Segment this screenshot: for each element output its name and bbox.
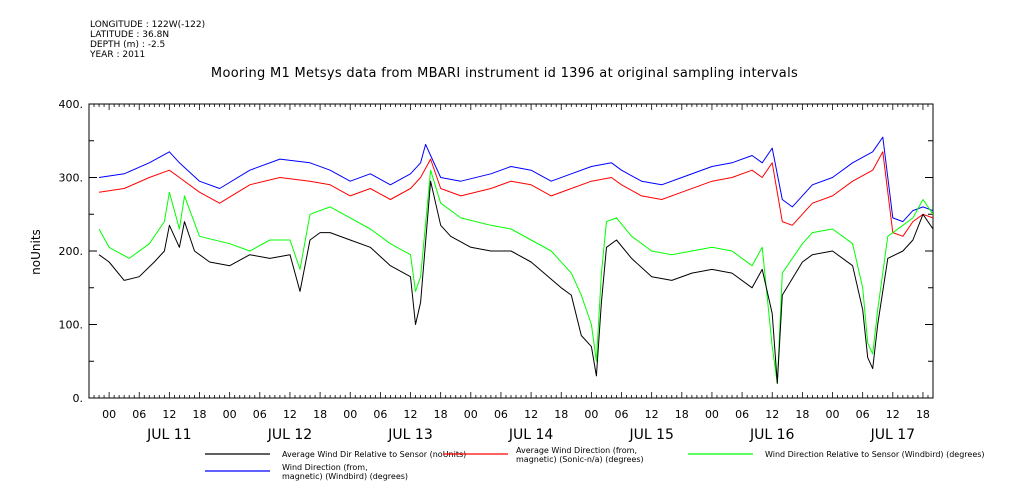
x-tick-label: 12 [765,408,779,421]
x-tick-label: 00 [584,408,598,421]
x-tick-label: 00 [343,408,357,421]
x-day-label: JUL 15 [628,427,673,443]
x-axis-labels: 00 06 12 18 00 06 12 18 00 06 12 18 00 06 12 18 00 06 12 18… [102,408,930,443]
series-layer [98,136,933,384]
x-tick-label: 06 [735,408,749,421]
x-tick-label: 18 [434,408,448,421]
x-tick-label: 06 [615,408,629,421]
x-day-label: JUL 14 [508,427,554,443]
x-tick-label: 06 [856,408,870,421]
chart-title: Mooring M1 Metsys data from MBARI instru… [210,66,799,81]
latitude-text: LATITUDE : 36.8N [90,30,170,40]
x-tick-label: 00 [826,408,840,421]
x-tick-label: 12 [886,408,900,421]
x-tick-label: 06 [253,408,267,421]
x-day-label: JUL 17 [870,427,915,443]
x-tick-label: 12 [283,408,297,421]
x-tick-label: 12 [162,408,176,421]
x-tick-label: 18 [313,408,327,421]
y-axis-labels: 0. 100. 200. 300. 400. [59,98,84,405]
series-line-0 [98,180,933,384]
x-day-label: JUL 12 [267,427,312,443]
legend-label: Wind Direction Relative to Sensor (Windb… [765,450,985,459]
x-tick-label: 00 [464,408,478,421]
y-tick-label: 300. [59,172,84,185]
x-tick-label: 06 [373,408,387,421]
x-tick-label: 06 [494,408,508,421]
x-tick-label: 18 [795,408,809,421]
y-tick-label: 0. [73,392,84,405]
x-tick-label: 18 [916,408,930,421]
x-tick-label: 00 [102,408,116,421]
y-tick-label: 100. [59,319,84,332]
x-tick-label: 06 [132,408,146,421]
x-tick-label: 12 [524,408,538,421]
series-line-1 [98,151,933,237]
legend: Average Wind Dir Relative to Sensor (noU… [205,446,985,481]
legend-label: Wind Direction (from, [282,463,368,472]
longitude-text: LONGITUDE : 122W(-122) [90,20,206,30]
x-day-label: JUL 16 [749,427,795,443]
legend-label: Average Wind Dir Relative to Sensor (noU… [282,450,466,459]
y-tick-label: 400. [59,98,84,111]
year-text: YEAR : 2011 [90,50,146,60]
legend-label: magnetic) (Windbird) (degrees) [282,472,408,481]
depth-text: DEPTH (m) : -2.5 [90,40,166,50]
axes [88,103,934,399]
metadata-block: LONGITUDE : 122W(-122) LATITUDE : 36.8N … [90,20,205,60]
x-day-label: JUL 11 [146,427,191,443]
legend-label: Average Wind Direction (from, [516,446,637,455]
x-tick-label: 18 [675,408,689,421]
x-tick-label: 00 [705,408,719,421]
series-line-3 [98,136,933,223]
series-line-2 [98,169,933,384]
y-tick-label: 200. [59,245,84,258]
y-axis-label: noUnits [29,229,43,275]
legend-label: magnetic) (Sonic-n/a) (degrees) [516,455,644,464]
x-tick-label: 12 [404,408,418,421]
x-tick-label: 18 [193,408,207,421]
x-tick-label: 00 [223,408,237,421]
x-tick-label: 18 [554,408,568,421]
x-tick-label: 12 [645,408,659,421]
x-day-label: JUL 13 [387,427,432,443]
